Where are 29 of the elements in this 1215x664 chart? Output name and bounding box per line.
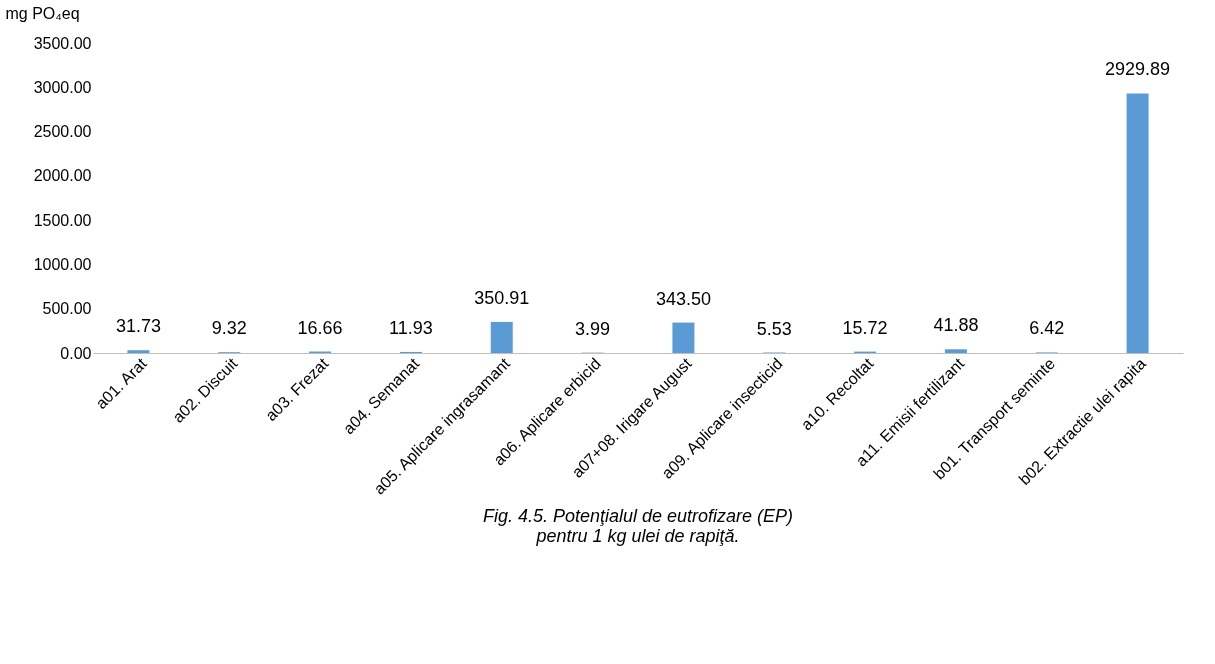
y-tick-label: 2000.00 [33,167,92,185]
data-label: 31.73 [115,316,161,337]
data-label: 6.42 [1029,318,1065,339]
y-axis-title: mg PO₄eq [5,4,80,22]
bar [127,350,150,353]
data-label: 11.93 [389,317,433,338]
data-label: 2929.89 [1105,59,1171,80]
data-label: 3.99 [575,318,611,339]
x-tick-label: a01. Arat [92,354,151,413]
data-label: 9.32 [211,318,247,339]
data-label: 5.53 [756,318,792,339]
bar [672,322,695,353]
y-tick-label: 3000.00 [33,78,92,96]
y-tick-label: 500.00 [42,300,92,318]
text: pentru 1 kg ulei de rapiţă. [535,525,740,546]
caption: Fig. 4.5. Potenţialul de eutrofizare (EP) [482,505,794,526]
bar [944,349,967,353]
y-tick-label: 2500.00 [33,123,92,141]
data-label: 15.72 [842,317,888,338]
y-tick-label: 3500.00 [33,34,92,52]
y-tick-label: 0.00 [60,344,92,362]
y-tick-label: 1000.00 [33,255,92,273]
y-tick-label: 1500.00 [33,211,92,229]
data-label: 343.50 [655,288,711,309]
data-label: 41.88 [933,315,979,336]
data-label: 350.91 [474,287,530,308]
data-label: 16.66 [297,317,343,338]
bar [1126,93,1149,353]
bar [490,321,513,353]
